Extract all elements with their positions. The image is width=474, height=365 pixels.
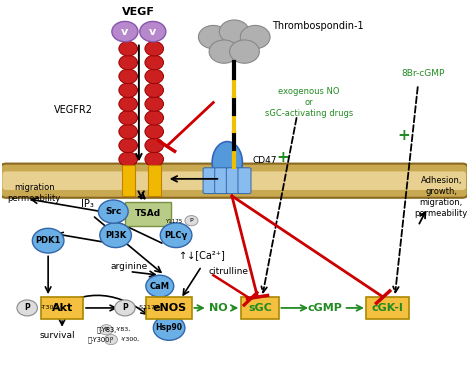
FancyBboxPatch shape bbox=[41, 297, 83, 319]
Text: Ⓟ-Y300,: Ⓟ-Y300, bbox=[87, 336, 111, 343]
Text: v: v bbox=[149, 27, 156, 36]
Text: PDK1: PDK1 bbox=[36, 236, 61, 245]
FancyBboxPatch shape bbox=[2, 172, 466, 190]
Circle shape bbox=[145, 97, 164, 111]
Text: citrulline: citrulline bbox=[209, 267, 249, 276]
Circle shape bbox=[160, 223, 192, 247]
Text: Y1175: Y1175 bbox=[165, 219, 182, 224]
Circle shape bbox=[112, 22, 138, 42]
Circle shape bbox=[199, 26, 228, 49]
Text: +: + bbox=[277, 150, 290, 165]
Circle shape bbox=[140, 22, 166, 42]
Text: -Y300,: -Y300, bbox=[120, 337, 139, 342]
FancyBboxPatch shape bbox=[203, 168, 216, 193]
Text: Akt: Akt bbox=[52, 303, 73, 313]
Text: -S1177: -S1177 bbox=[138, 306, 160, 311]
FancyBboxPatch shape bbox=[215, 168, 228, 193]
Circle shape bbox=[119, 55, 137, 70]
Circle shape bbox=[119, 83, 137, 97]
Text: VEGFR2: VEGFR2 bbox=[54, 105, 93, 115]
Circle shape bbox=[32, 228, 64, 253]
Circle shape bbox=[119, 152, 137, 166]
FancyBboxPatch shape bbox=[366, 297, 409, 319]
Text: P: P bbox=[122, 303, 128, 312]
FancyBboxPatch shape bbox=[148, 165, 161, 196]
Circle shape bbox=[119, 138, 137, 153]
FancyBboxPatch shape bbox=[241, 297, 279, 319]
FancyArrowPatch shape bbox=[46, 295, 147, 315]
Circle shape bbox=[17, 300, 37, 316]
Circle shape bbox=[145, 83, 164, 97]
Circle shape bbox=[115, 300, 135, 316]
Circle shape bbox=[99, 200, 128, 223]
Text: VEGF: VEGF bbox=[122, 7, 155, 16]
Text: cGMP: cGMP bbox=[308, 303, 342, 313]
Text: P: P bbox=[190, 218, 193, 223]
Text: migration
permeability: migration permeability bbox=[8, 183, 61, 203]
Circle shape bbox=[145, 69, 164, 84]
Text: -T308: -T308 bbox=[40, 306, 57, 311]
Text: TSAd: TSAd bbox=[135, 209, 161, 218]
Text: ↑↓[Ca²⁺]: ↑↓[Ca²⁺] bbox=[179, 250, 225, 260]
Circle shape bbox=[100, 325, 113, 335]
Text: arginine: arginine bbox=[111, 262, 148, 270]
Text: exogenous NO
or
sGC-activating drugs: exogenous NO or sGC-activating drugs bbox=[264, 87, 353, 118]
Circle shape bbox=[146, 275, 174, 297]
Circle shape bbox=[145, 55, 164, 70]
FancyBboxPatch shape bbox=[227, 168, 239, 193]
FancyBboxPatch shape bbox=[122, 165, 135, 196]
FancyBboxPatch shape bbox=[125, 202, 171, 226]
Text: IP₃: IP₃ bbox=[81, 199, 94, 209]
Text: CD47: CD47 bbox=[253, 156, 277, 165]
Text: v: v bbox=[121, 27, 128, 36]
Circle shape bbox=[229, 40, 259, 63]
Circle shape bbox=[145, 138, 164, 153]
Circle shape bbox=[153, 316, 185, 340]
Ellipse shape bbox=[212, 142, 242, 183]
Circle shape bbox=[145, 111, 164, 125]
Text: 8Br-cGMP: 8Br-cGMP bbox=[401, 69, 444, 78]
Circle shape bbox=[104, 334, 118, 345]
Circle shape bbox=[145, 152, 164, 166]
Circle shape bbox=[119, 124, 137, 139]
Text: sGC: sGC bbox=[248, 303, 272, 313]
Text: -Y83,: -Y83, bbox=[116, 327, 131, 332]
FancyBboxPatch shape bbox=[146, 297, 192, 319]
Text: PI3K: PI3K bbox=[105, 231, 126, 240]
Text: survival: survival bbox=[40, 331, 75, 340]
Circle shape bbox=[209, 40, 239, 63]
Text: NO: NO bbox=[209, 303, 227, 313]
Circle shape bbox=[240, 26, 270, 49]
Circle shape bbox=[100, 223, 131, 247]
Text: Thrombospondin-1: Thrombospondin-1 bbox=[272, 21, 364, 31]
Circle shape bbox=[219, 20, 249, 43]
Text: +: + bbox=[398, 128, 410, 143]
Text: P: P bbox=[105, 327, 108, 332]
Text: Adhesion,
growth,
migration,
permeability: Adhesion, growth, migration, permeabilit… bbox=[415, 176, 468, 218]
Text: CaM: CaM bbox=[150, 282, 170, 291]
Circle shape bbox=[145, 41, 164, 56]
Circle shape bbox=[119, 69, 137, 84]
Text: Src: Src bbox=[105, 207, 121, 216]
Text: PLCγ: PLCγ bbox=[164, 231, 188, 240]
Circle shape bbox=[119, 41, 137, 56]
Text: P: P bbox=[109, 337, 112, 342]
Text: P: P bbox=[24, 303, 30, 312]
Text: cGK-I: cGK-I bbox=[372, 303, 404, 313]
Text: Hsp90: Hsp90 bbox=[155, 323, 182, 333]
Text: eNOS: eNOS bbox=[152, 303, 186, 313]
FancyBboxPatch shape bbox=[0, 164, 468, 198]
Text: Ⓟ-Y83,: Ⓟ-Y83, bbox=[96, 326, 116, 333]
Circle shape bbox=[119, 111, 137, 125]
Circle shape bbox=[185, 216, 198, 226]
FancyBboxPatch shape bbox=[238, 168, 251, 193]
Circle shape bbox=[145, 124, 164, 139]
Circle shape bbox=[119, 97, 137, 111]
